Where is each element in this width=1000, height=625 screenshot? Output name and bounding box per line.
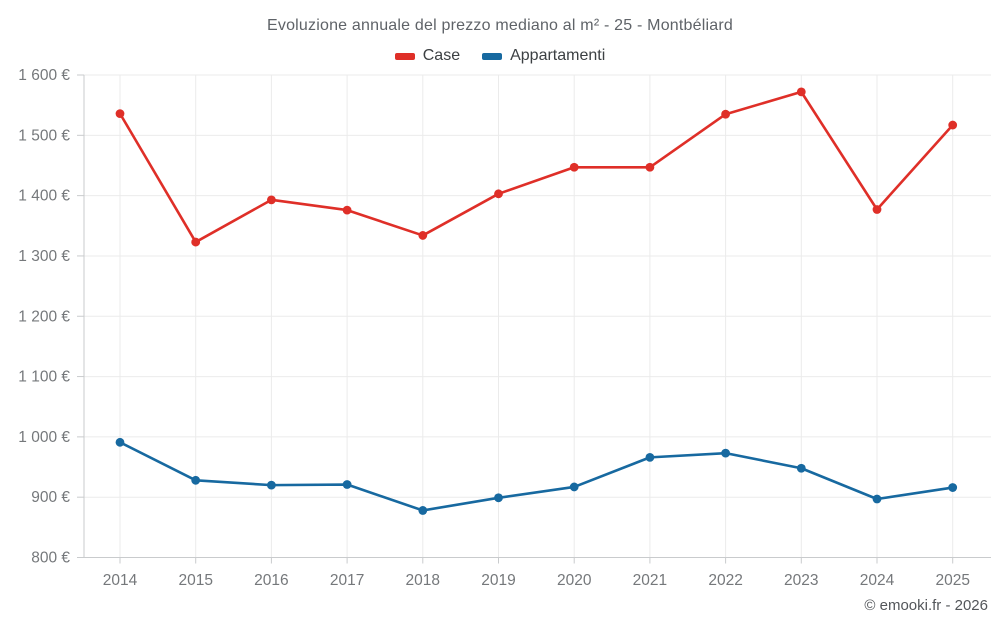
- data-point: [948, 120, 958, 130]
- x-grid-and-labels: 2014 2015 2016 2017 2018 2019 2020 2021 2022 2023…: [103, 75, 970, 589]
- data-point: [645, 162, 655, 172]
- x-tick-label: 2025: [935, 572, 969, 589]
- chart-legend: Case Appartamenti: [0, 47, 1000, 65]
- x-tick-label: 2016: [254, 572, 288, 589]
- data-point: [948, 483, 958, 492]
- data-point: [645, 452, 655, 462]
- data-point: [721, 448, 730, 458]
- copyright-footer: © emooki.fr - 2026: [864, 597, 988, 614]
- y-tick-label: 1 400 €: [18, 188, 70, 205]
- data-point: [569, 482, 579, 492]
- x-tick-label: 2014: [103, 572, 138, 589]
- data-point: [721, 109, 730, 119]
- legend-item-appartamenti[interactable]: Appartamenti: [482, 47, 605, 65]
- data-point: [494, 189, 503, 199]
- data-point: [342, 205, 352, 215]
- y-tick-label: 1 200 €: [18, 308, 70, 325]
- data-point: [342, 480, 352, 489]
- y-tick-label: 1 100 €: [18, 369, 70, 386]
- x-tick-label: 2015: [178, 572, 212, 589]
- data-point: [191, 475, 201, 485]
- data-point: [569, 162, 579, 172]
- data-point: [796, 87, 806, 97]
- data-point: [494, 493, 503, 503]
- legend-label-appartamenti: Appartamenti: [510, 47, 606, 64]
- data-point: [418, 231, 428, 240]
- legend-item-case[interactable]: Case: [394, 47, 461, 65]
- y-tick-label: 800 €: [31, 550, 70, 567]
- x-tick-label: 2022: [708, 572, 742, 589]
- data-point: [267, 195, 276, 205]
- x-tick-label: 2020: [557, 572, 592, 589]
- data-point: [418, 506, 428, 515]
- y-grid-and-labels: 800 € 900 € 1 000 € 1 100 € 1 200 € 1 300 € 1 …: [18, 67, 991, 567]
- y-tick-label: 1 600 €: [18, 67, 70, 84]
- x-tick-label: 2024: [860, 572, 895, 589]
- y-tick-label: 1 300 €: [18, 248, 70, 265]
- series-case: [115, 87, 958, 247]
- data-point: [115, 437, 125, 447]
- data-point: [796, 463, 806, 473]
- data-point: [191, 237, 201, 247]
- series-line: [118, 441, 955, 512]
- x-tick-label: 2019: [481, 572, 515, 589]
- data-point: [115, 109, 125, 118]
- x-tick-label: 2017: [330, 572, 364, 589]
- y-tick-label: 1 500 €: [18, 127, 70, 144]
- data-point: [872, 494, 882, 504]
- x-tick-label: 2018: [406, 572, 440, 589]
- chart-title: Evoluzione annuale del prezzo mediano al…: [267, 17, 733, 34]
- y-tick-label: 900 €: [31, 489, 70, 506]
- x-tick-label: 2023: [784, 572, 818, 589]
- series-line: [118, 90, 955, 244]
- series-appartamenti: [115, 437, 958, 515]
- legend-label-case: Case: [422, 47, 461, 64]
- data-point: [267, 480, 276, 490]
- legend-swatch-appartamenti-icon: [482, 52, 503, 60]
- y-tick-label: 1 000 €: [18, 429, 70, 446]
- legend-swatch-case-icon: [394, 52, 415, 60]
- x-tick-label: 2021: [633, 572, 667, 589]
- data-point: [872, 205, 882, 214]
